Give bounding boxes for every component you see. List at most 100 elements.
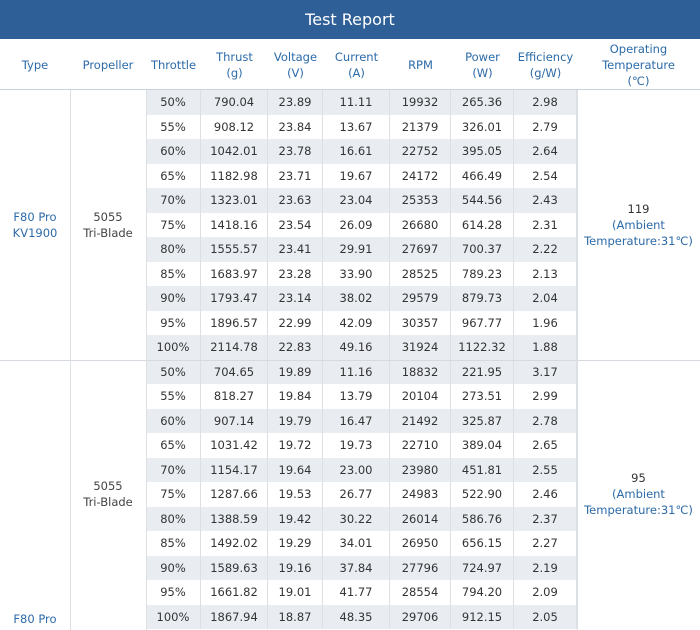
throttle-cell: 85% [146, 261, 201, 286]
power-cell: 700.37 [451, 237, 514, 262]
efficiency-cell: 2.98 [514, 90, 577, 115]
table-row: 90% 1793.47 23.14 38.02 29579 879.73 2.04 [146, 286, 577, 311]
power-cell: 724.97 [451, 555, 514, 580]
rpm-cell: 25353 [390, 188, 451, 213]
header-type: Type [0, 39, 70, 90]
current-cell: 38.02 [323, 286, 390, 311]
throttle-cell: 55% [146, 114, 201, 139]
voltage-cell: 23.71 [268, 163, 323, 188]
thrust-cell: 1492.02 [201, 531, 268, 556]
header-propeller: Propeller [70, 39, 146, 90]
throttle-cell: 90% [146, 555, 201, 580]
rpm-cell: 30357 [390, 310, 451, 335]
throttle-cell: 70% [146, 188, 201, 213]
power-cell: 544.56 [451, 188, 514, 213]
header-label: Operating Temperature (℃) [602, 41, 675, 88]
propeller-cell: 5055 Tri-Blade [70, 359, 146, 629]
table-body: F80 Pro KV1900 5055 Tri-Blade 119 (Ambient … [0, 90, 700, 630]
current-cell: 11.16 [323, 359, 390, 384]
voltage-cell: 23.28 [268, 261, 323, 286]
efficiency-cell: 2.19 [514, 555, 577, 580]
throttle-cell: 85% [146, 531, 201, 556]
table-row: 65% 1031.42 19.72 19.73 22710 389.04 2.65 [146, 433, 577, 458]
temperature-cell: 119 (Ambient Temperature:31℃) [577, 90, 700, 360]
current-cell: 37.84 [323, 555, 390, 580]
header-power: Power (W) [451, 39, 514, 90]
power-cell: 967.77 [451, 310, 514, 335]
current-cell: 16.47 [323, 408, 390, 433]
rpm-cell: 28554 [390, 580, 451, 605]
voltage-cell: 18.87 [268, 604, 323, 629]
voltage-cell: 19.84 [268, 384, 323, 409]
current-cell: 26.77 [323, 482, 390, 507]
rpm-cell: 27697 [390, 237, 451, 262]
thrust-cell: 1867.94 [201, 604, 268, 629]
throttle-cell: 55% [146, 384, 201, 409]
table-row: 60% 1042.01 23.78 16.61 22752 395.05 2.64 [146, 139, 577, 164]
report-title: Test Report [0, 0, 700, 39]
rpm-cell: 19932 [390, 90, 451, 115]
table-row: 70% 1323.01 23.63 23.04 25353 544.56 2.43 [146, 188, 577, 213]
current-cell: 48.35 [323, 604, 390, 629]
column-divider [146, 90, 147, 630]
efficiency-cell: 2.27 [514, 531, 577, 556]
voltage-cell: 22.99 [268, 310, 323, 335]
thrust-cell: 908.12 [201, 114, 268, 139]
rpm-cell: 18832 [390, 359, 451, 384]
throttle-cell: 90% [146, 286, 201, 311]
power-cell: 326.01 [451, 114, 514, 139]
column-divider [577, 90, 578, 630]
voltage-cell: 23.14 [268, 286, 323, 311]
current-cell: 11.11 [323, 90, 390, 115]
table-row: 85% 1492.02 19.29 34.01 26950 656.15 2.27 [146, 531, 577, 556]
thrust-cell: 1589.63 [201, 555, 268, 580]
throttle-cell: 75% [146, 212, 201, 237]
thrust-cell: 704.65 [201, 359, 268, 384]
thrust-cell: 1388.59 [201, 506, 268, 531]
throttle-cell: 95% [146, 310, 201, 335]
table-row: 55% 818.27 19.84 13.79 20104 273.51 2.99 [146, 384, 577, 409]
thrust-cell: 907.14 [201, 408, 268, 433]
throttle-cell: 75% [146, 482, 201, 507]
power-cell: 586.76 [451, 506, 514, 531]
table-row: 50% 704.65 19.89 11.16 18832 221.95 3.17 [146, 359, 577, 384]
current-cell: 23.00 [323, 457, 390, 482]
current-cell: 33.90 [323, 261, 390, 286]
type-cell: F80 Pro KV1900 [0, 90, 70, 360]
thrust-cell: 1042.01 [201, 139, 268, 164]
voltage-cell: 23.63 [268, 188, 323, 213]
throttle-cell: 100% [146, 604, 201, 629]
power-cell: 395.05 [451, 139, 514, 164]
voltage-cell: 23.78 [268, 139, 323, 164]
ambient-temperature-note: (Ambient Temperature:31℃) [584, 217, 693, 248]
power-cell: 1122.32 [451, 335, 514, 360]
column-divider [70, 90, 71, 630]
power-cell: 389.04 [451, 433, 514, 458]
thrust-cell: 818.27 [201, 384, 268, 409]
rpm-cell: 22752 [390, 139, 451, 164]
voltage-cell: 23.84 [268, 114, 323, 139]
throttle-cell: 65% [146, 163, 201, 188]
power-cell: 273.51 [451, 384, 514, 409]
thrust-cell: 1661.82 [201, 580, 268, 605]
header-label: Current (A) [334, 49, 379, 80]
header-label: Efficiency (g/W) [517, 49, 574, 80]
voltage-cell: 19.89 [268, 359, 323, 384]
current-cell: 34.01 [323, 531, 390, 556]
current-cell: 19.67 [323, 163, 390, 188]
efficiency-cell: 2.05 [514, 604, 577, 629]
throttle-cell: 100% [146, 335, 201, 360]
current-cell: 19.73 [323, 433, 390, 458]
efficiency-cell: 2.65 [514, 433, 577, 458]
current-cell: 23.04 [323, 188, 390, 213]
voltage-cell: 22.83 [268, 335, 323, 360]
ambient-temperature-note: (Ambient Temperature:31℃) [584, 487, 693, 518]
rpm-cell: 27796 [390, 555, 451, 580]
voltage-cell: 19.16 [268, 555, 323, 580]
header-label: Type [21, 57, 49, 72]
current-cell: 29.91 [323, 237, 390, 262]
header-label: Power (W) [465, 49, 500, 80]
thrust-cell: 1154.17 [201, 457, 268, 482]
current-cell: 41.77 [323, 580, 390, 605]
rpm-cell: 26950 [390, 531, 451, 556]
